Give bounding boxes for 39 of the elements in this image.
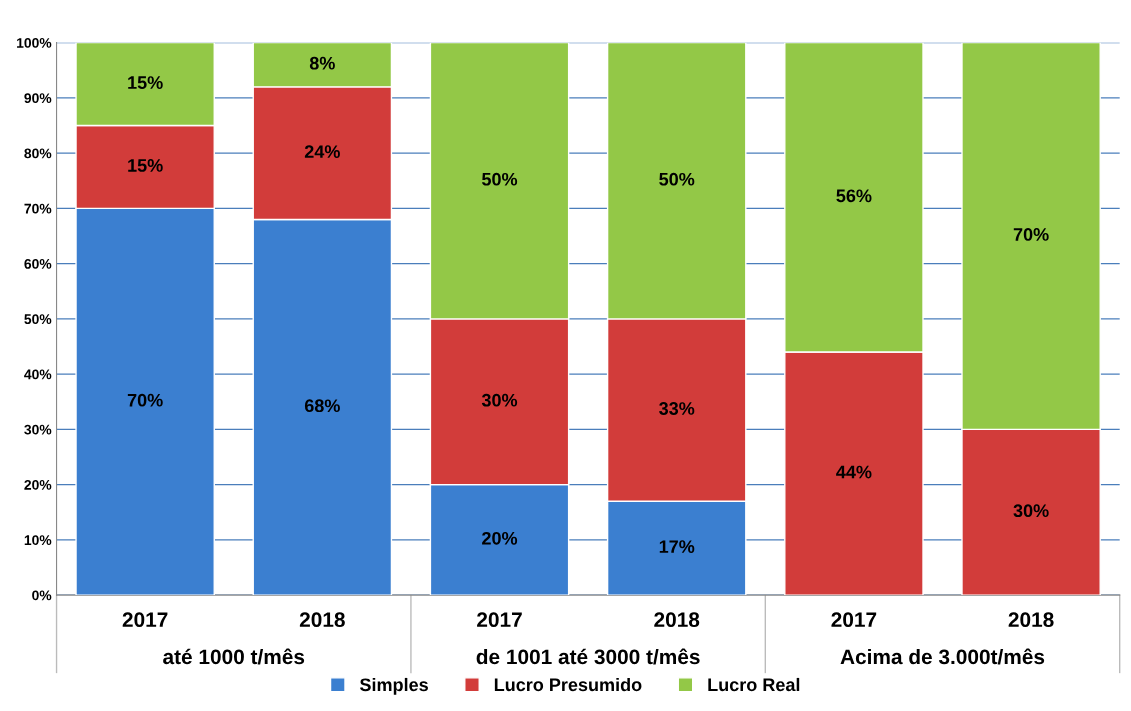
data-label: 44% (836, 465, 872, 479)
y-tick-label: 30% (24, 424, 52, 435)
y-tick-label: 50% (24, 314, 52, 325)
data-label: 24% (304, 145, 340, 158)
data-label: 20% (482, 531, 518, 545)
data-label: 33% (659, 402, 695, 415)
x-tick-label: 2018 (1008, 612, 1054, 628)
data-label: 8% (309, 56, 335, 70)
data-label: 56% (836, 189, 872, 203)
x-tick-label: 2018 (654, 612, 700, 628)
data-label: 68% (304, 399, 340, 413)
data-label: 15% (128, 76, 163, 89)
data-label: 30% (1013, 504, 1049, 518)
text: Acima de 3.000t/mês (840, 648, 1045, 665)
text: de 1001 até 3000 t/mês (476, 648, 700, 665)
y-tick-label: 10% (24, 535, 52, 546)
data-label: 70% (127, 393, 163, 407)
y-tick-label: 20% (24, 479, 52, 490)
y-tick-label: 90% (24, 93, 52, 104)
y-tick-label: 70% (24, 203, 52, 214)
x-tick-label: 2018 (299, 612, 345, 628)
data-label: 50% (482, 172, 518, 186)
x-tick-label: 2017 (831, 612, 877, 628)
x-tick-label: 2017 (122, 612, 168, 628)
y-tick-label: 60% (24, 258, 52, 269)
data-label: 15% (128, 159, 163, 172)
legend-label: Lucro Presumido (494, 677, 642, 692)
y-tick-label: 100% (17, 37, 52, 48)
x-tick-label: 2017 (477, 612, 522, 628)
data-label: 17% (659, 540, 695, 553)
data-label: 30% (481, 393, 518, 407)
data-label: 50% (659, 172, 695, 186)
legend-label: Simples (359, 677, 428, 695)
y-tick-label: 40% (24, 369, 52, 380)
data-label: 70% (1013, 228, 1049, 241)
text: até 1000 t/mês (163, 648, 305, 665)
y-tick-label: 0% (32, 590, 52, 601)
legend-label: Lucro Real (708, 677, 800, 692)
y-tick-label: 80% (24, 148, 52, 159)
